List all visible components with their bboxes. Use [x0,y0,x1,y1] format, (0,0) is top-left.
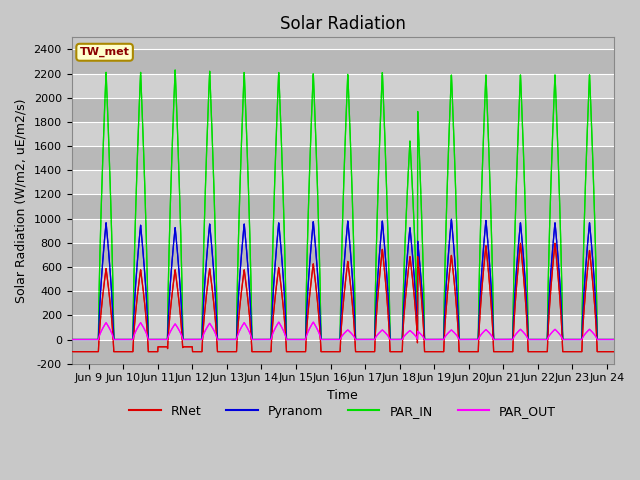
Legend: RNet, Pyranom, PAR_IN, PAR_OUT: RNet, Pyranom, PAR_IN, PAR_OUT [124,400,561,423]
Bar [72,98,614,122]
Bar [72,170,614,194]
Pyranom [95,312,103,317]
Line: PAR_IN: PAR_IN [72,70,624,339]
Bar [72,194,614,219]
Bar [72,219,614,243]
Y-axis label: Solar Radiation (W/m2, uE/m2/s): Solar Radiation (W/m2, uE/m2/s) [15,98,28,303]
RNet [477,295,485,300]
PAR_IN [95,280,103,286]
Pyranom [620,336,628,342]
PAR_OUT [275,319,283,325]
Bar [72,49,614,73]
PAR_OUT [507,336,515,342]
PAR_IN [477,202,485,207]
Bar [72,146,614,170]
PAR_OUT [395,336,403,342]
PAR_OUT [420,336,428,342]
RNet [419,311,426,317]
Pyranom [395,336,403,342]
RNet [395,349,403,355]
Pyranom [419,297,426,302]
Bar [72,291,614,315]
PAR_IN [507,336,515,342]
PAR_OUT [95,333,103,339]
Bar [72,339,614,364]
PAR_IN [559,336,566,342]
PAR_IN [620,336,628,342]
Bar [72,122,614,146]
PAR_OUT [268,334,275,340]
Pyranom [268,321,275,326]
Line: Pyranom: Pyranom [72,219,624,339]
PAR_IN [172,67,179,73]
RNet [68,349,76,355]
PAR_OUT [419,333,426,339]
Pyranom [524,336,532,342]
PAR_OUT [620,336,628,342]
PAR_IN [419,246,426,252]
RNet [95,331,103,337]
Pyranom [68,336,76,342]
PAR_IN [268,296,275,302]
RNet [507,349,515,355]
RNet [551,240,559,246]
PAR_IN [395,336,403,342]
PAR_IN [68,336,76,342]
Text: TW_met: TW_met [79,47,129,58]
Bar [72,315,614,339]
PAR_OUT [477,332,485,337]
Pyranom [447,216,455,222]
PAR_OUT [68,336,76,342]
Bar [72,267,614,291]
RNet [268,336,275,342]
X-axis label: Time: Time [327,389,358,402]
Pyranom [507,336,515,342]
Line: PAR_OUT: PAR_OUT [72,322,624,339]
Bar [72,243,614,267]
Pyranom [477,276,485,282]
Title: Solar Radiation: Solar Radiation [280,15,406,33]
RNet [620,349,628,355]
Bar [72,73,614,98]
RNet [145,349,152,355]
Line: RNet: RNet [72,243,624,352]
